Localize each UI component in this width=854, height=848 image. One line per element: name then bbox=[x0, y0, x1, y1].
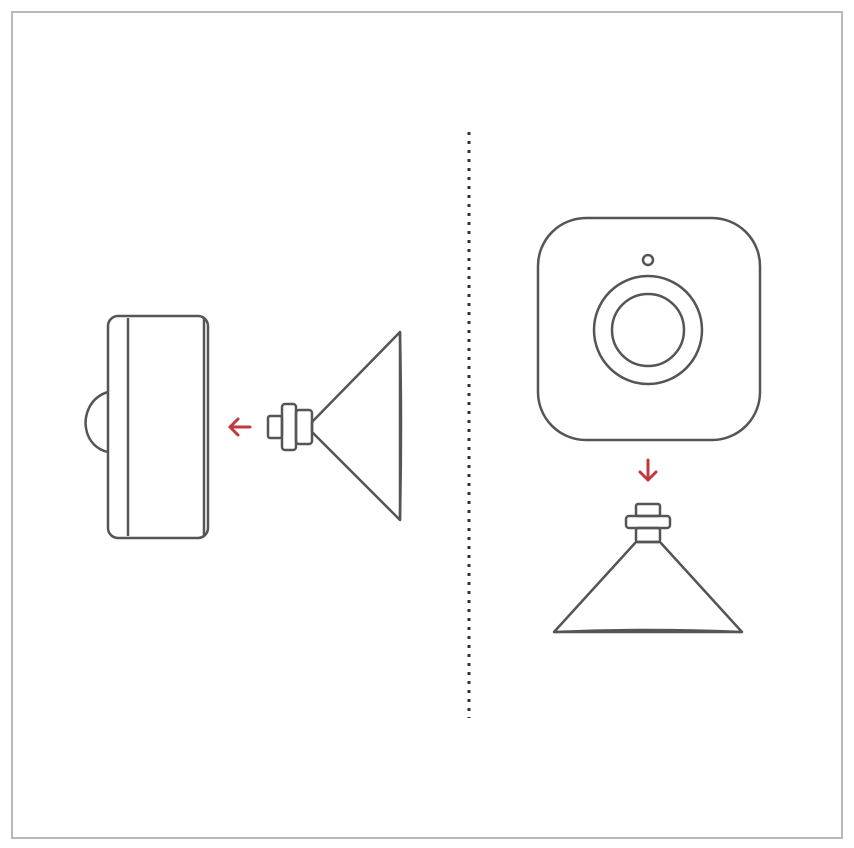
magnetic-stand-side-view-icon bbox=[266, 330, 403, 522]
arrow-down-icon bbox=[638, 458, 658, 482]
motion-sensor-front-view-icon bbox=[536, 216, 762, 442]
arrow-left-icon bbox=[228, 417, 252, 437]
magnetic-stand-front-view-icon bbox=[552, 502, 744, 634]
motion-sensor-side-view-icon bbox=[84, 314, 210, 540]
outer-border bbox=[11, 11, 843, 839]
